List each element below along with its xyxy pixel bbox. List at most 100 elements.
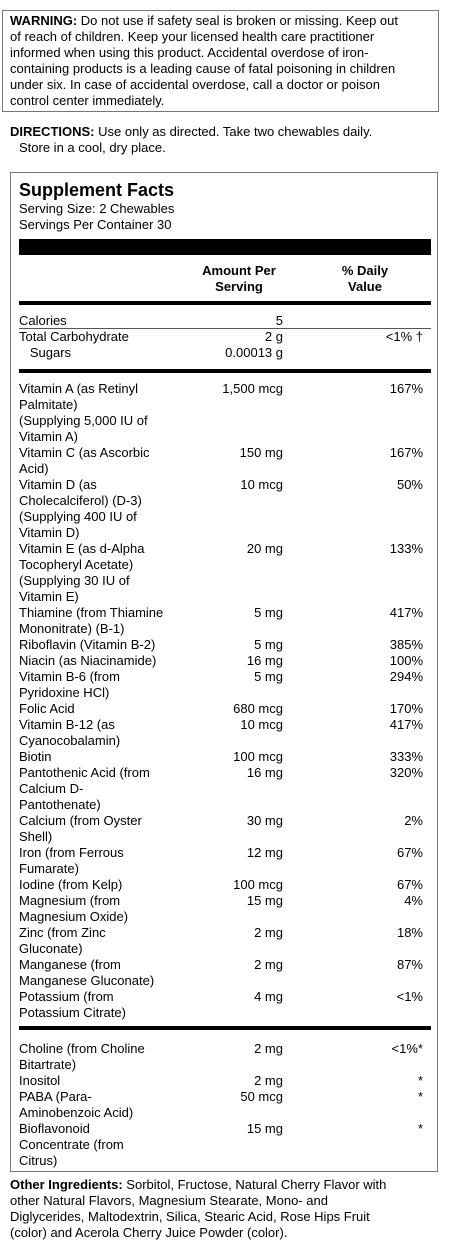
nutrient-row: Niacin (as Niacinamide) 16 mg 100% — [19, 653, 431, 669]
nutrient-row: Iron (from Ferrous Fumarate) 12 mg 67% — [19, 845, 431, 877]
warning-line-2: of reach of children. Keep your licensed… — [10, 29, 375, 44]
nutrient-amount: 20 mg — [246, 541, 283, 556]
warning-line-3: informed when using this product. Accide… — [10, 45, 369, 60]
nutrient-amount: 5 mg — [254, 605, 283, 620]
nutrient-row: Inositol 2 mg * — [19, 1073, 431, 1089]
nutrient-name: Niacin (as Niacinamide) — [19, 653, 157, 668]
header-bar — [19, 239, 431, 255]
nutrient-daily-value: * — [417, 1073, 423, 1088]
nutrient-amount: 0.00013 g — [225, 345, 283, 360]
nutrient-daily-value: 67% — [396, 845, 423, 860]
nutrient-amount: 100 mcg — [233, 749, 283, 764]
nutrient-daily-value: 170% — [389, 701, 423, 716]
column-header-daily-value: % Daily Value — [341, 263, 389, 294]
warning-line-6: control center immediately. — [10, 93, 165, 108]
nutrient-name: Calcium (from Oyster Shell) — [19, 813, 142, 844]
nutrient-daily-value: * — [417, 1089, 423, 1104]
nutrient-row: Vitamin A (as Retinyl Palmitate) (Supplyin… — [19, 381, 431, 445]
nutrient-amount: 16 mg — [246, 653, 283, 668]
nutrient-amount: 15 mg — [246, 1121, 283, 1136]
nutrient-row: Zinc (from Zinc Gluconate) 2 mg 18% — [19, 925, 431, 957]
nutrient-amount: 2 mg — [254, 1073, 283, 1088]
nutrient-daily-value: 417% — [389, 717, 423, 732]
nutrient-amount: 2 mg — [254, 1041, 283, 1056]
nutrient-amount: 2 mg — [254, 925, 283, 940]
nutrient-daily-value: 133% — [389, 541, 423, 556]
nutrient-name: Vitamin D (as Cholecalciferol) (D-3) (Supp… — [19, 477, 142, 540]
nutrient-daily-value: 417% — [389, 605, 423, 620]
nutrient-name: Vitamin B-12 (as Cyanocobalamin) — [19, 717, 121, 748]
nutrient-amount: 5 mg — [254, 669, 283, 684]
supplement-facts-panel: Supplement Facts Serving Size: 2 Chewabl… — [10, 172, 438, 1172]
nutrient-name: Iron (from Ferrous Fumarate) — [19, 845, 124, 876]
nutrient-daily-value: <1% † — [385, 329, 423, 344]
nutrient-row: Manganese (from Manganese Gluconate) 2 mg 8… — [19, 957, 431, 989]
nutrient-name: Bioflavonoid Concentrate (from Citrus) — [19, 1121, 124, 1168]
other-ingredients: Other Ingredients: Sorbitol, Fructose, N… — [10, 1177, 387, 1240]
nutrient-amount: 5 mg — [254, 637, 283, 652]
nutrient-daily-value: 385% — [389, 637, 423, 652]
nutrient-daily-value: 333% — [389, 749, 423, 764]
other-ingredients-label: Other Ingredients: — [10, 1177, 123, 1192]
nutrient-daily-value: * — [417, 1121, 423, 1136]
nutrient-amount: 50 mcg — [240, 1089, 283, 1104]
nutrient-daily-value: 87% — [396, 957, 423, 972]
nutrient-row: Riboflavin (Vitamin B-2) 5 mg 385% — [19, 637, 431, 653]
nutrient-daily-value: 67% — [396, 877, 423, 892]
serving-info: Serving Size: 2 Chewables Servings Per C… — [19, 201, 174, 233]
nutrient-row: Sugars 0.00013 g — [19, 345, 431, 361]
facts-title: Supplement Facts — [19, 180, 175, 200]
nutrient-amount: 5 — [275, 313, 283, 328]
nutrient-amount: 10 mcg — [240, 477, 283, 492]
nutrient-row: Vitamin E (as d-Alpha Tocopheryl Acetate)… — [19, 541, 431, 605]
nutrient-daily-value: 320% — [389, 765, 423, 780]
nutrient-amount: 10 mcg — [240, 717, 283, 732]
nutrient-daily-value: 100% — [389, 653, 423, 668]
warning-line-5: under six. In case of accidental overdos… — [10, 77, 380, 92]
nutrient-amount: 2 mg — [254, 957, 283, 972]
directions-storage: Store in a cool, dry place. — [19, 140, 166, 155]
nutrient-row: Vitamin B-12 (as Cyanocobalamin) 10 mcg 417… — [19, 717, 431, 749]
nutrient-row: PABA (Para- Aminobenzoic Acid) 50 mcg * — [19, 1089, 431, 1121]
serving-size: Serving Size: 2 Chewables — [19, 201, 175, 216]
nutrient-row: Calories 5 — [19, 313, 431, 329]
nutrient-name: Pantothenic Acid (from Calcium D- Pantothe… — [19, 765, 150, 812]
nutrient-name: PABA (Para- Aminobenzoic Acid) — [19, 1089, 134, 1120]
divider-header — [19, 301, 431, 305]
nutrient-amount: 680 mcg — [233, 701, 283, 716]
nutrient-amount: 16 mg — [246, 765, 283, 780]
warning-line-4: containing products is a leading cause o… — [10, 61, 396, 76]
divider-section-1 — [19, 369, 431, 373]
nutrient-daily-value: 167% — [389, 381, 423, 396]
nutrient-name: Folic Acid — [19, 701, 75, 716]
nutrient-name: Vitamin B-6 (from Pyridoxine HCl) — [19, 669, 120, 700]
nutrient-row: Bioflavonoid Concentrate (from Citrus) 15 m… — [19, 1121, 431, 1169]
nutrient-name: Total Carbohydrate — [19, 329, 129, 344]
nutrient-name: Potassium (from Potassium Citrate) — [19, 989, 126, 1020]
nutrient-name: Magnesium (from Magnesium Oxide) — [19, 893, 129, 924]
nutrient-daily-value: 294% — [389, 669, 423, 684]
nutrient-row: Biotin 100 mcg 333% — [19, 749, 431, 765]
nutrient-name: Vitamin A (as Retinyl Palmitate) (Supplyin… — [19, 381, 148, 444]
nutrient-name: Manganese (from Manganese Gluconate) — [19, 957, 155, 988]
nutrient-row: Vitamin D (as Cholecalciferol) (D-3) (Supp… — [19, 477, 431, 541]
nutrient-amount: 30 mg — [246, 813, 283, 828]
nutrient-name: Thiamine (from Thiamine Mononitrate) (B-1… — [19, 605, 164, 636]
nutrient-name: Vitamin E (as d-Alpha Tocopheryl Acetate)… — [19, 541, 145, 604]
nutrient-amount: 100 mcg — [233, 877, 283, 892]
nutrient-daily-value: 50% — [396, 477, 423, 492]
nutrient-name: Riboflavin (Vitamin B-2) — [19, 637, 156, 652]
nutrient-daily-value: 167% — [389, 445, 423, 460]
nutrient-row: Calcium (from Oyster Shell) 30 mg 2% — [19, 813, 431, 845]
directions: DIRECTIONS: Use only as directed. Take t… — [10, 124, 440, 156]
calories-divider — [19, 328, 431, 329]
nutrient-name: Iodine (from Kelp) — [19, 877, 123, 892]
nutrient-row: Pantothenic Acid (from Calcium D- Pantothe… — [19, 765, 431, 813]
nutrient-name: Biotin — [19, 749, 52, 764]
warning-label: WARNING: — [10, 13, 78, 28]
nutrient-amount: 2 g — [264, 329, 283, 344]
column-header-amount: Amount Per Serving — [202, 263, 276, 294]
nutrient-amount: 12 mg — [246, 845, 283, 860]
nutrient-row: Iodine (from Kelp) 100 mcg 67% — [19, 877, 431, 893]
nutrient-row: Total Carbohydrate 2 g <1% † — [19, 329, 431, 345]
